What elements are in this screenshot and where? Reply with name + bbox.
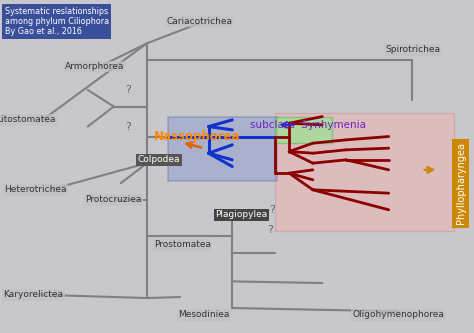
Text: ?: ? [125, 85, 131, 95]
Text: Systematic reslationships
among phylum Ciliophora
By Gao et al., 2016: Systematic reslationships among phylum C… [5, 7, 109, 36]
Bar [275, 113, 454, 231]
Text: ?: ? [267, 225, 273, 235]
Bar [275, 117, 332, 143]
Text: Heterotrichea: Heterotrichea [4, 185, 67, 194]
Text: Cariacotrichea: Cariacotrichea [166, 17, 232, 26]
Text: ?: ? [125, 122, 131, 132]
Text: Karyorelictea: Karyorelictea [3, 290, 63, 299]
Text: Plagiopylea: Plagiopylea [216, 210, 268, 219]
Text: Colpodea: Colpodea [137, 155, 180, 165]
Text: subclass  Synhymenia: subclass Synhymenia [250, 120, 366, 130]
Text: Protocruziea: Protocruziea [86, 195, 142, 204]
Text: Prostomatea: Prostomatea [154, 240, 211, 249]
Text: Spirotrichea: Spirotrichea [385, 45, 440, 55]
Text: Oligohymenophorea: Oligohymenophorea [352, 310, 444, 319]
Text: Armorphorea: Armorphorea [65, 62, 125, 71]
Text: Nassophorea: Nassophorea [154, 130, 240, 143]
Bar [168, 117, 277, 181]
Text: Phyllopharyngea: Phyllopharyngea [456, 142, 466, 224]
Text: Litostomatea: Litostomatea [0, 115, 56, 125]
Text: Mesodiniea: Mesodiniea [178, 310, 229, 319]
Text: ?: ? [270, 205, 275, 215]
